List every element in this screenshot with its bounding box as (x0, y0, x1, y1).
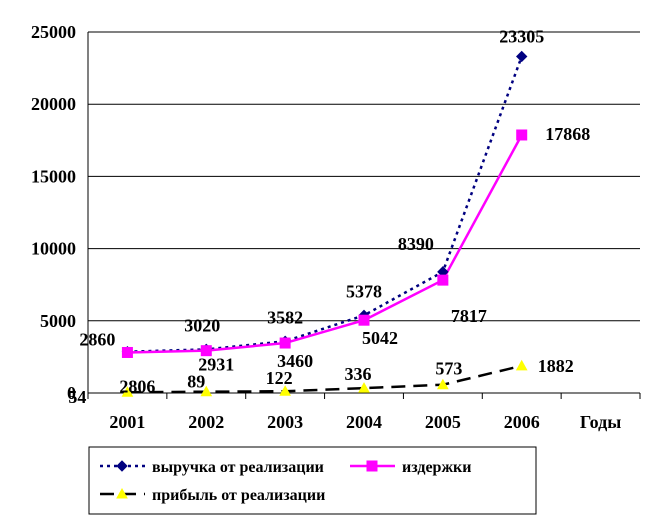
data-label: 17868 (545, 124, 590, 144)
series-lines (127, 56, 523, 394)
y-tick-label: 25000 (31, 22, 76, 42)
y-tick-labels: 0 5000 10000 15000 20000 25000 (31, 22, 76, 403)
series-line (127, 134, 523, 354)
legend-box (88, 446, 537, 515)
x-tick-labels: 2001 2002 2003 2004 2005 2006 Годы (109, 412, 621, 432)
y-tick-label: 20000 (31, 94, 76, 114)
legend-label: прибыль от реализации (152, 487, 325, 504)
data-label: 8390 (398, 234, 434, 254)
series-marker (121, 386, 134, 397)
series-marker (279, 385, 291, 396)
data-label: 2931 (198, 355, 234, 375)
data-label: 573 (435, 359, 462, 379)
series-marker (121, 346, 133, 358)
series-marker (200, 345, 212, 357)
legend-label: выручка от реализации (152, 459, 324, 476)
y-tick-label: 15000 (31, 166, 76, 186)
x-tick-label: 2003 (267, 412, 303, 432)
data-label: 54 (68, 387, 86, 407)
data-label: 336 (345, 364, 372, 384)
x-tick-label: 2005 (425, 412, 461, 432)
legend-marker (116, 460, 128, 472)
x-tick-label: 2006 (504, 412, 540, 432)
x-tick-label: 2001 (109, 412, 145, 432)
x-tick-label: 2004 (346, 412, 382, 432)
series-marker (515, 359, 528, 371)
series-marker (437, 274, 449, 286)
legend-marker (366, 460, 378, 472)
y-tick-label: 10000 (31, 239, 76, 259)
series-marker (358, 382, 370, 393)
gridlines (88, 31, 640, 322)
data-label: 2860 (79, 330, 115, 350)
data-label: 23305 (499, 26, 544, 46)
data-label: 3582 (267, 307, 303, 327)
data-label: 3020 (184, 315, 220, 335)
data-label: 89 (187, 372, 205, 392)
data-label: 5378 (346, 281, 382, 301)
legend: выручка от реализации издержки прибыль от … (88, 446, 537, 515)
data-label: 2806 (119, 376, 155, 396)
data-label: 5042 (362, 328, 398, 348)
legend-label: издержки (402, 459, 472, 476)
series-marker (437, 378, 449, 390)
y-tick-label: 5000 (40, 311, 76, 331)
series-markers (121, 50, 528, 397)
series-marker (516, 129, 528, 141)
data-labels: 2860 3020 3582 5378 8390 23305 2806 2931 3460 504… (68, 26, 590, 407)
series-marker (279, 337, 291, 349)
x-tick-label: 2002 (188, 412, 224, 432)
legend-marker (116, 487, 128, 499)
x-axis-title: Годы (580, 412, 622, 432)
data-label: 1882 (538, 356, 574, 376)
series-marker (200, 385, 213, 397)
y-tick-label: 0 (67, 383, 76, 403)
series-marker (358, 314, 370, 326)
data-label: 3460 (277, 351, 313, 371)
data-label: 7817 (451, 306, 487, 326)
series-marker (516, 50, 528, 63)
data-label: 122 (266, 368, 293, 388)
